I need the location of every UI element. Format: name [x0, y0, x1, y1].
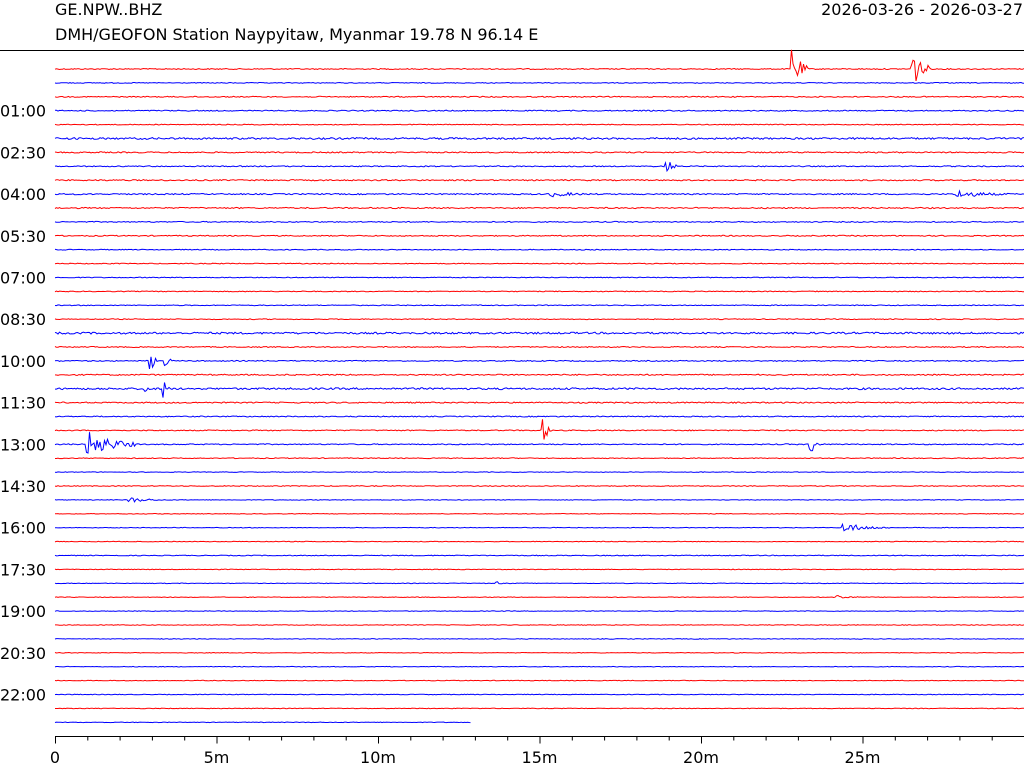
trace-row-2 — [54, 95, 1024, 98]
x-tick-label: 0 — [50, 748, 60, 767]
y-tick-label: 11:30 — [0, 394, 46, 413]
trace-row-19 — [54, 331, 1024, 335]
y-tick-label: 01:00 — [0, 102, 46, 121]
trace-row-32 — [55, 512, 1024, 515]
y-tick-label: 08:30 — [0, 310, 46, 329]
trace-row-4 — [54, 123, 1024, 126]
trace-row-46 — [55, 707, 1024, 710]
trace-row-27 — [54, 432, 1024, 454]
trace-row-3 — [55, 109, 1024, 112]
trace-row-18 — [54, 318, 1024, 321]
trace-row-42 — [54, 651, 1024, 654]
trace-row-28 — [55, 457, 1024, 460]
x-tick-label: 20m — [683, 748, 719, 767]
trace-row-12 — [54, 234, 1024, 237]
y-tick-label: 22:00 — [0, 686, 46, 705]
trace-row-29 — [54, 471, 1024, 473]
station-description: DMH/GEOFON Station Naypyitaw, Myanmar 19… — [55, 25, 539, 44]
trace-row-40 — [55, 624, 1024, 626]
trace-row-38 — [54, 594, 1024, 599]
trace-row-11 — [54, 220, 1024, 223]
trace-row-31 — [54, 497, 1024, 503]
trace-row-23 — [55, 382, 1024, 398]
y-tick-label: 17:30 — [0, 560, 46, 579]
trace-row-33 — [54, 522, 1024, 532]
trace-row-16 — [54, 290, 1024, 293]
trace-row-6 — [54, 151, 1024, 154]
trace-row-37 — [54, 581, 1024, 585]
trace-row-43 — [54, 665, 1024, 668]
trace-row-1 — [54, 81, 1024, 84]
y-tick-label: 20:30 — [0, 644, 46, 663]
trace-row-39 — [54, 610, 1024, 612]
trace-row-14 — [54, 262, 1024, 265]
x-tick-label: 25m — [845, 748, 881, 767]
trace-row-45 — [54, 693, 1024, 696]
trace-row-10 — [54, 206, 1024, 210]
y-axis-labels: 01:00 02:30 04:00 05:30 07:00 08:30 10:00 11:30… — [0, 102, 46, 705]
x-tick-label: 15m — [522, 748, 558, 767]
trace-row-8 — [54, 178, 1024, 182]
seismogram-traces — [54, 49, 1024, 724]
station-code-title: GE.NPW..BHZ — [55, 0, 163, 19]
y-tick-label: 14:30 — [0, 477, 46, 496]
trace-row-13 — [54, 248, 1024, 251]
trace-row-35 — [54, 554, 1024, 557]
trace-row-17 — [54, 304, 1024, 307]
trace-row-26 — [54, 419, 1024, 440]
trace-row-25 — [54, 415, 1024, 418]
trace-row-5 — [54, 136, 1024, 141]
trace-row-41 — [54, 638, 1024, 640]
x-tick-label: 10m — [360, 748, 396, 767]
trace-row-20 — [54, 345, 1024, 349]
x-tick-label: 5m — [204, 748, 230, 767]
trace-row-7 — [54, 160, 1024, 173]
y-tick-label: 05:30 — [0, 227, 46, 246]
trace-row-0 — [54, 49, 1024, 82]
y-tick-label: 13:00 — [0, 435, 46, 454]
y-tick-label: 04:00 — [0, 185, 46, 204]
y-tick-label: 19:00 — [0, 602, 46, 621]
y-tick-label: 16:00 — [0, 519, 46, 538]
y-tick-label: 07:00 — [0, 269, 46, 288]
trace-row-24 — [54, 401, 1024, 404]
trace-row-9 — [54, 189, 1024, 198]
y-tick-label: 02:30 — [0, 143, 46, 162]
date-range-label: 2026-03-26 - 2026-03-27 — [821, 0, 1023, 19]
trace-row-47 — [54, 721, 471, 724]
trace-row-34 — [54, 540, 1024, 543]
trace-row-36 — [54, 568, 1024, 571]
x-axis: 0 5m 10m 15m 20m 25m — [50, 736, 1024, 767]
trace-row-21 — [54, 356, 1024, 369]
trace-row-44 — [54, 679, 1024, 682]
y-tick-label: 10:00 — [0, 352, 46, 371]
trace-row-15 — [54, 276, 1024, 279]
trace-row-22 — [54, 373, 1024, 377]
trace-row-30 — [54, 485, 1024, 487]
